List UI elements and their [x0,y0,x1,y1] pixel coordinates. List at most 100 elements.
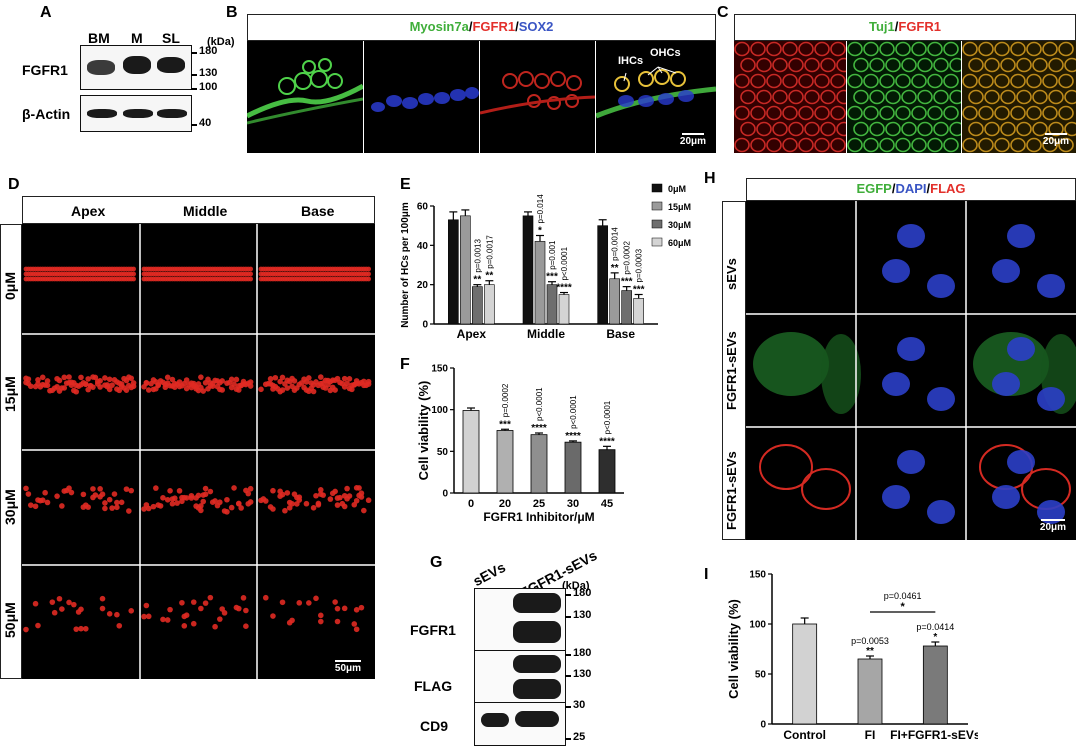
hair-cell-dot [174,500,180,506]
p-value-label: p=0.0053 [851,636,889,646]
bar [522,215,534,325]
band [87,60,115,75]
hair-cell-dot [92,492,99,498]
y-tick-label: 150 [431,364,448,375]
hair-cell-dot [313,492,319,499]
hair-cell-dot [247,499,254,505]
scalebar-b: 20μm [676,133,710,147]
nucleus [882,485,910,509]
cell [978,105,994,121]
hair-cell-dot [114,504,120,511]
cell [814,105,830,121]
cell [895,105,911,121]
cell [766,73,782,89]
hair-cell-dot [353,607,360,613]
cell [895,73,911,89]
hair-cell-dot [82,381,89,387]
hair-cell-dot [169,376,176,383]
hair-cell-dot [315,502,322,508]
hair-cell-dot [167,606,173,613]
significance-stars: **** [565,431,581,442]
cell [1026,105,1042,121]
marker-180: 180 [199,45,218,57]
nucleus [1037,274,1065,298]
title-part: SOX2 [518,19,554,34]
marker-130: 130 [199,67,218,79]
column-label-apex: Apex [71,203,106,219]
cell [901,89,917,105]
marker-g-30: 30 [573,699,586,711]
cell [740,121,756,137]
micrograph-fgfr1 [480,41,595,153]
cell [1016,57,1032,73]
cell [927,41,943,57]
hair-cell-dot [167,488,173,494]
cell [943,41,959,57]
p-value-label: p=0.0414 [916,622,954,632]
hair-cell-dot [51,609,58,616]
hair-cell-dot [44,499,51,506]
blot-actin-a [80,95,192,132]
hair-cell-dot [190,620,197,627]
hair-cell-dot [270,613,276,619]
cell [933,57,949,73]
significance-stars: *** [621,277,633,288]
hair-cell-dot [332,387,338,393]
cell [788,57,804,73]
hair-cell-dot [109,382,115,388]
tick [565,616,571,618]
row-label-30um: 30μM [2,489,18,525]
panel-c-label: C [717,4,729,21]
cell [895,41,911,57]
band [513,679,561,699]
hair-cell-dot [361,507,367,514]
hair-cell-dot [56,595,63,602]
cell [984,121,1000,137]
hair-cell-dot [181,623,188,629]
hair-cell-dot [35,377,41,383]
y-axis-label: Cell viability (%) [726,599,741,699]
hair-cell-dot [27,502,34,508]
cell [1042,105,1058,121]
hair-cell-dot [233,376,240,383]
hair-cell-dot [44,382,51,389]
cell [798,105,814,121]
hair-cell-dot [282,507,288,514]
row-label-h-fgfr1-sevs-2: FGFR1-sEVs [724,451,739,530]
panel-a-label: A [40,4,52,21]
cell [994,105,1010,121]
hair-cell-dot [356,485,362,491]
hair-cell-dot [198,503,204,509]
cell [847,137,863,153]
hair-cell-dot [228,376,235,383]
hair-cell-dot [42,489,48,496]
hair-cell-dot [262,594,269,601]
hair-cell-dot [317,374,324,380]
cell [782,137,798,153]
nucleus [1007,337,1035,361]
cell [798,41,814,57]
marker-40: 40 [199,117,212,129]
hair-cell-dot [99,605,106,612]
hair-cell-dot [366,276,372,282]
bar [609,278,620,325]
p-value-label: p<0.0001 [535,387,544,421]
p-value-label: p=0.0002 [623,240,632,274]
cell [927,105,943,121]
panel-d-rowlabels [0,224,22,679]
y-tick-label: 0 [442,489,448,500]
hair-cell-dot [289,500,295,507]
hair-cell-dot [23,626,29,633]
hair-cell-dot [190,599,197,605]
cell [933,89,949,105]
cell [1016,121,1032,137]
cell [1064,121,1076,137]
significance-stars: *** [546,272,558,283]
significance-stars: *** [633,285,645,296]
hair-cell-dot [179,599,185,606]
cell [1048,121,1064,137]
hair-cell-dot [85,504,91,510]
cell [879,137,895,153]
cell [885,121,901,137]
cell [766,137,782,153]
